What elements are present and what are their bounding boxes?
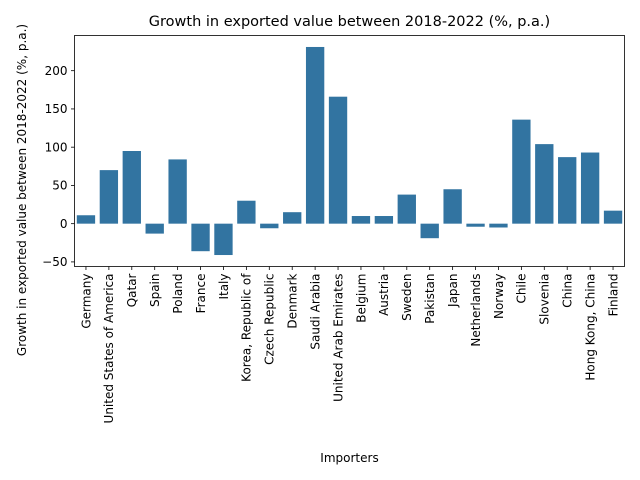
x-tick-label: Poland xyxy=(171,274,185,314)
x-tick-label: Austria xyxy=(377,274,391,316)
y-tick-label: 150 xyxy=(45,102,68,116)
bar xyxy=(99,170,119,224)
bar xyxy=(374,216,394,224)
x-tick-label: France xyxy=(194,274,208,314)
x-tick-label: Czech Republic xyxy=(263,274,277,365)
x-tick-label: Finland xyxy=(606,274,620,317)
y-tick-label: 100 xyxy=(45,140,68,154)
bar xyxy=(191,223,210,252)
bar xyxy=(168,159,187,224)
x-tick-label: Hong Kong, China xyxy=(583,274,597,381)
x-axis-label: Importers xyxy=(320,451,378,465)
x-tick-label: Denmark xyxy=(286,273,300,328)
x-tick-label: Japan xyxy=(446,274,460,308)
bar xyxy=(535,144,554,224)
y-tick-label: −50 xyxy=(42,255,67,269)
y-tick-label: 50 xyxy=(52,179,67,193)
bar xyxy=(283,212,302,224)
x-tick-label: Sweden xyxy=(400,274,414,321)
x-tick-label: United Arab Emirates xyxy=(331,274,345,402)
bar xyxy=(489,223,508,228)
bar xyxy=(512,119,531,224)
x-tick-label: Chile xyxy=(515,274,529,304)
x-tick-label: Spain xyxy=(148,274,162,308)
bar xyxy=(214,223,233,256)
x-tick-label: Italy xyxy=(217,274,231,300)
y-tick-label: 0 xyxy=(60,217,68,231)
bar xyxy=(603,210,623,224)
plot-frame xyxy=(74,35,625,267)
chart-title: Growth in exported value between 2018-20… xyxy=(149,14,550,30)
bar xyxy=(122,151,141,224)
x-tick-label: Korea, Republic of xyxy=(240,273,254,382)
bar xyxy=(558,157,577,224)
bar xyxy=(443,189,462,224)
y-axis-label: Growth in exported value between 2018-20… xyxy=(15,24,29,356)
bar xyxy=(76,215,96,224)
x-tick-label: China xyxy=(561,274,575,308)
bar xyxy=(260,223,279,229)
x-tick-label: Netherlands xyxy=(469,274,483,347)
x-tick-label: Qatar xyxy=(125,273,139,307)
x-tick-label: Saudi Arabia xyxy=(308,274,322,350)
x-tick-label: Pakistan xyxy=(423,274,437,324)
bar xyxy=(351,216,371,224)
bar xyxy=(305,46,325,224)
bar xyxy=(237,200,256,224)
bars-group xyxy=(76,46,623,256)
x-tick-label: Norway xyxy=(492,274,506,320)
bar xyxy=(420,223,439,239)
y-tick-label: 200 xyxy=(45,64,68,78)
x-tick-label: United States of America xyxy=(102,274,116,424)
x-tick-label: Slovenia xyxy=(538,274,552,325)
bar xyxy=(397,194,416,224)
y-axis-ticks: −50 0 50 100 150 200 xyxy=(42,64,75,269)
bar xyxy=(580,152,600,224)
x-axis-ticks: Germany United States of America Qatar Spai… xyxy=(79,266,620,424)
x-tick-label: Germany xyxy=(79,274,93,329)
x-tick-label: Belgium xyxy=(354,274,368,323)
bar xyxy=(466,223,485,227)
bar xyxy=(145,223,164,234)
bar xyxy=(328,96,348,224)
